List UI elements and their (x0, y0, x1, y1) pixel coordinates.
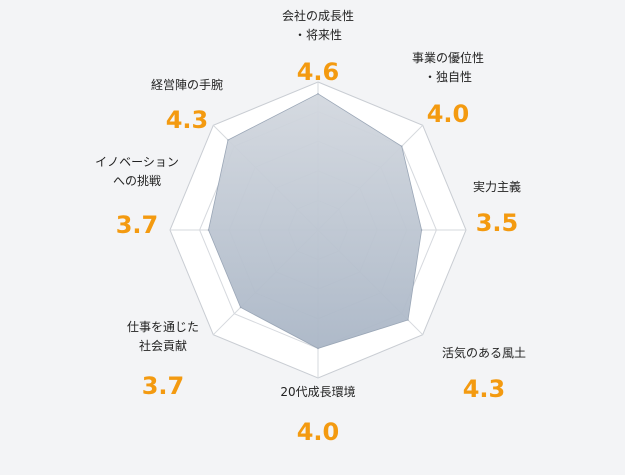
axis-label-group-3: 実力主義 3.5 (473, 179, 521, 237)
label-layer: 会社の成長性・将来性 4.6 事業の優位性・独自性 4.0 実力主義 3.5 活気のある風土… (95, 8, 526, 446)
axis-value-1: 4.6 (297, 58, 340, 86)
axis-label-4-line-1: 活気のある風土 (442, 345, 526, 360)
data-point-6 (239, 306, 242, 309)
axis-label-group-4: 活気のある風土 4.3 (442, 345, 526, 403)
axis-value-5: 4.0 (297, 418, 340, 446)
axis-value-7: 3.7 (116, 211, 159, 239)
axis-label-7-line-2: への挑戦 (113, 174, 161, 188)
axis-label-6-line-2: 社会貢献 (139, 338, 187, 353)
axis-value-3: 3.5 (476, 209, 519, 237)
axis-label-5-line-1: 20代成長環境 (280, 384, 355, 399)
axis-label-group-8: 経営陣の手腕 4.3 (151, 77, 223, 134)
axis-label-3-line-1: 実力主義 (473, 179, 521, 194)
axis-label-1-line-2: ・将来性 (294, 28, 342, 42)
axis-label-group-2: 事業の優位性・独自性 4.0 (412, 50, 484, 128)
axis-label-7-line-1: イノベーション (95, 155, 179, 169)
axis-value-4: 4.3 (463, 375, 506, 403)
axis-label-2-line-1: 事業の優位性 (412, 50, 484, 65)
data-point-2 (400, 145, 403, 148)
data-point-8 (227, 139, 229, 141)
axis-label-group-1: 会社の成長性・将来性 4.6 (282, 8, 354, 86)
axis-label-8-line-1: 経営陣の手腕 (151, 77, 223, 92)
data-point-3 (420, 229, 423, 231)
data-point-7 (207, 229, 210, 231)
axis-label-1-line-1: 会社の成長性 (282, 8, 354, 23)
data-point-5 (317, 347, 319, 350)
axis-value-6: 3.7 (142, 372, 185, 400)
axis-value-2: 4.0 (427, 100, 470, 128)
axis-label-6-line-1: 仕事を通じた (127, 320, 199, 334)
axis-label-2-line-2: ・独自性 (424, 70, 472, 84)
axis-value-8: 4.3 (166, 106, 209, 134)
area-layer (207, 93, 423, 350)
data-point-4 (407, 319, 409, 321)
data-point-1 (317, 93, 319, 95)
axis-label-group-5: 20代成長環境 4.0 (280, 384, 355, 446)
